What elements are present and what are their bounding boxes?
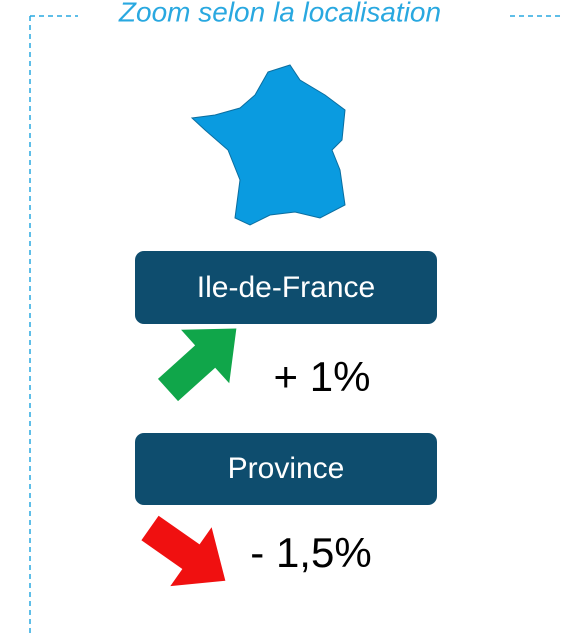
france-map — [190, 64, 346, 226]
title: Zoom selon la localisation — [118, 0, 441, 27]
up-arrow — [157, 328, 237, 402]
region-box — [135, 433, 437, 505]
region-label: Ile-de-France — [197, 271, 375, 304]
region-box — [135, 251, 437, 324]
region-label: Province — [228, 452, 345, 485]
region-change: + 1% — [274, 353, 371, 400]
down-arrow — [141, 515, 226, 587]
region-change: - 1,5% — [250, 529, 371, 576]
